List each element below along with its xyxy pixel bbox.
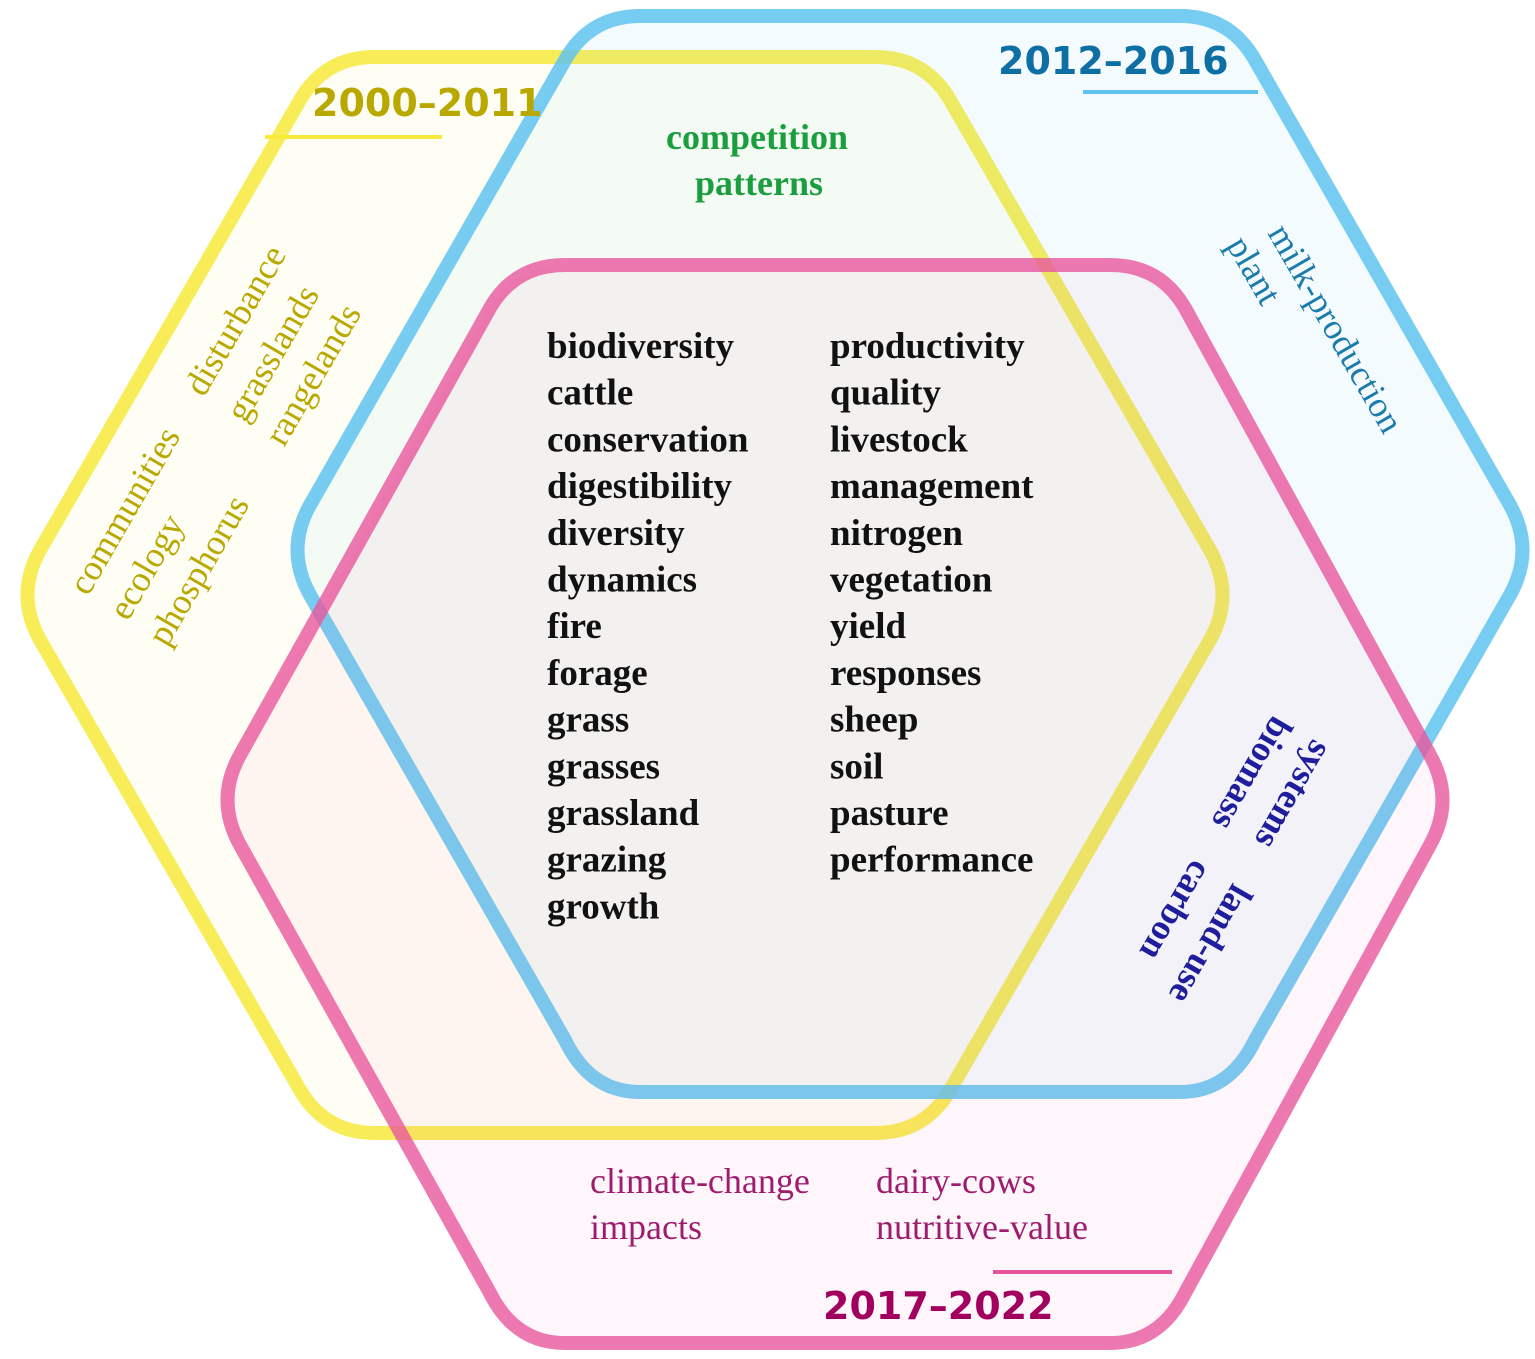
keyword-patterns: patterns bbox=[695, 163, 823, 203]
core-keyword: vegetation bbox=[830, 560, 993, 601]
hexagon-2000-2011 bbox=[20, 50, 1230, 1140]
period-label-2012-2016: 2012–2016 bbox=[998, 39, 1229, 83]
core-keyword: productivity bbox=[830, 326, 1025, 367]
core-keywords-column-2: productivity quality livestock management ni… bbox=[830, 326, 1034, 881]
core-keyword: biodiversity bbox=[547, 326, 735, 367]
core-keyword: livestock bbox=[830, 419, 968, 460]
period-label-2000-2011: 2000–2011 bbox=[312, 81, 543, 125]
keyword-climate-change: climate-change bbox=[590, 1161, 810, 1201]
keyword-nutritive-value: nutritive-value bbox=[876, 1207, 1088, 1247]
core-keyword: soil bbox=[830, 746, 883, 787]
period-label-2017-2022: 2017–2022 bbox=[823, 1284, 1054, 1328]
core-keyword: dynamics bbox=[547, 560, 697, 601]
core-keyword: performance bbox=[830, 840, 1033, 881]
core-keyword: diversity bbox=[547, 513, 685, 554]
core-keyword: sheep bbox=[830, 700, 918, 741]
core-keyword: management bbox=[830, 466, 1034, 507]
core-keyword: forage bbox=[547, 653, 648, 694]
core-keyword: growth bbox=[547, 886, 660, 927]
core-keyword: fire bbox=[547, 606, 602, 647]
core-keyword: grass bbox=[547, 700, 629, 741]
core-keyword: responses bbox=[830, 653, 981, 694]
core-keyword: nitrogen bbox=[830, 513, 963, 554]
hexagon-2012-2016 bbox=[290, 9, 1530, 1099]
keyword-dairy-cows: dairy-cows bbox=[876, 1161, 1036, 1201]
keyword-competition: competition bbox=[666, 117, 848, 157]
core-keyword: conservation bbox=[547, 419, 749, 460]
core-keywords-column-1: biodiversity cattle conservation digestibil… bbox=[547, 326, 749, 927]
core-keyword: digestibility bbox=[547, 466, 733, 507]
core-keyword: cattle bbox=[547, 373, 633, 414]
core-keyword: grassland bbox=[547, 793, 700, 834]
core-keyword: yield bbox=[830, 606, 906, 647]
core-keyword: quality bbox=[830, 373, 942, 414]
hexagon-2017-2022 bbox=[220, 258, 1450, 1350]
core-keyword: grazing bbox=[547, 840, 667, 881]
keyword-impacts: impacts bbox=[590, 1207, 702, 1247]
core-keyword: grasses bbox=[547, 746, 660, 787]
core-keyword: pasture bbox=[830, 793, 949, 834]
